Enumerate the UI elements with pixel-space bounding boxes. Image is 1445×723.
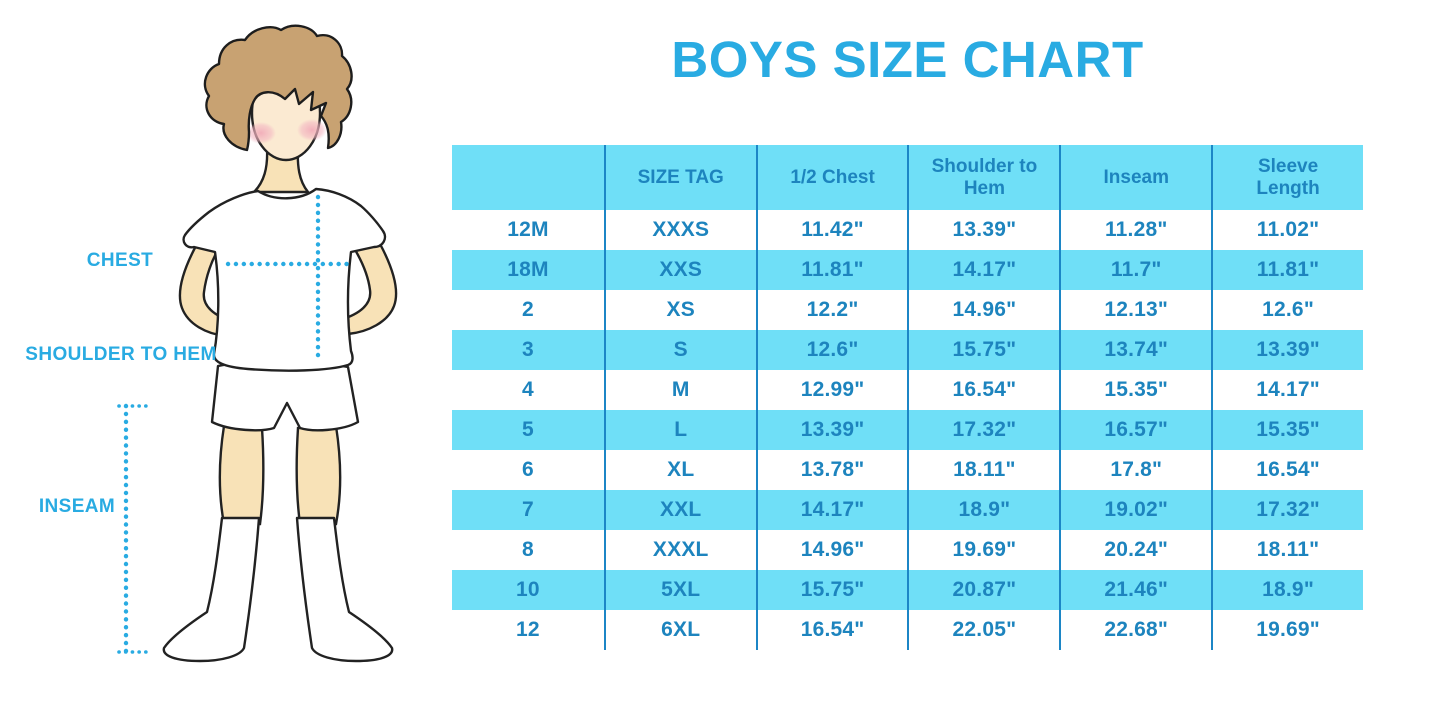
table-cell: 12.99" (755, 370, 908, 410)
table-cell: 19.69" (1211, 610, 1363, 650)
table-cell: 15.35" (1059, 370, 1211, 410)
shoulder-to-hem-label: SHOULDER TO HEM (25, 344, 217, 365)
table-cell: 18.11" (1211, 530, 1363, 570)
table-cell: 12.2" (755, 290, 908, 330)
table-cell: 22.05" (907, 610, 1059, 650)
table-cell: 5XL (603, 570, 756, 610)
table-cell: 20.24" (1059, 530, 1211, 570)
table-cell: XS (603, 290, 756, 330)
table-cell: 6 (521, 457, 534, 481)
column-header-size-tag: SIZE TAG (603, 145, 756, 210)
table-cell: 13.74" (1059, 330, 1212, 370)
table-cell: 14.17" (755, 490, 908, 530)
table-cell: 16.54" (755, 610, 908, 650)
boy-right-sock (295, 516, 394, 663)
table-body: 12M XXXS 11.42" 13.39" 11.28" 11.02" 18M XXS 11.… (452, 210, 1363, 650)
boy-shirt (182, 187, 387, 372)
table-cell: 13.39" (1211, 330, 1363, 370)
boy-shorts (210, 361, 360, 432)
table-cell: 14.96" (907, 290, 1059, 330)
table-cell: 7 (452, 490, 604, 530)
table-cell: 14.17" (1211, 370, 1363, 410)
table-cell: 12.6" (1211, 290, 1363, 330)
table-cell: L (603, 410, 756, 450)
table-cell: 3 (452, 330, 604, 370)
table-cell: 12M (507, 217, 549, 241)
table-cell: 18.9" (1211, 570, 1363, 610)
table-cell: 6XL (603, 610, 756, 650)
table-cell: 17.8" (1059, 450, 1211, 490)
table-cell: XXXS (603, 210, 756, 250)
table-cell: 17.32" (907, 410, 1060, 450)
table-cell: 10 (452, 570, 604, 610)
table-cell: 16.57" (1059, 410, 1212, 450)
table-cell: 15.35" (1211, 410, 1363, 450)
table-cell: 18.11" (907, 450, 1059, 490)
table-cell: 16.54" (1211, 450, 1363, 490)
column-header-size (452, 145, 604, 210)
boy-blush-right (297, 119, 327, 141)
inseam-label: INSEAM (38, 496, 116, 517)
table-cell: 17.32" (1211, 490, 1363, 530)
boy-left-sock (162, 516, 261, 663)
table-cell: 5 (452, 410, 604, 450)
table-cell: S (603, 330, 756, 370)
table-cell: 21.46" (1059, 570, 1212, 610)
table-cell: 11.02" (1211, 210, 1363, 250)
table-cell: 11.42" (755, 210, 908, 250)
table-cell: XL (603, 450, 756, 490)
boy-hair (203, 24, 353, 152)
table-cell: 13.39" (907, 210, 1059, 250)
table-cell: 13.39" (755, 410, 908, 450)
table-cell: 11.81" (1211, 250, 1363, 290)
table-cell: 12 (516, 617, 540, 641)
table-cell: 12.6" (755, 330, 908, 370)
table-cell: 11.7" (1059, 250, 1212, 290)
boy-left-leg (218, 424, 265, 526)
column-header-inseam: Inseam (1059, 145, 1212, 210)
table-cell: M (603, 370, 756, 410)
table-cell: 12.13" (1059, 290, 1211, 330)
table-cell: 16.54" (907, 370, 1059, 410)
table-cell: 2 (521, 297, 534, 321)
table-cell: XXL (603, 490, 756, 530)
table-cell: 15.75" (907, 330, 1060, 370)
table-cell: 19.02" (1059, 490, 1212, 530)
size-chart-table: SIZE TAG 1/2 Chest Shoulder to Hem Insea… (452, 145, 1363, 650)
chest-label: CHEST (86, 250, 154, 271)
table-cell: 11.81" (755, 250, 908, 290)
table-cell: 18M (452, 250, 604, 290)
table-cell: 19.69" (907, 530, 1059, 570)
table-cell: 18.9" (907, 490, 1060, 530)
table-cell: XXS (603, 250, 756, 290)
table-cell: 8 (521, 537, 534, 561)
table-cell: 22.68" (1059, 610, 1211, 650)
column-header-half-chest: 1/2 Chest (755, 145, 908, 210)
table-header-row: SIZE TAG 1/2 Chest Shoulder to Hem Insea… (452, 145, 1363, 210)
table-cell: XXXL (603, 530, 756, 570)
boy-blush-left (246, 122, 276, 144)
table-cell: 4 (521, 377, 534, 401)
table-cell: 20.87" (907, 570, 1060, 610)
table-cell: 13.78" (755, 450, 908, 490)
table-cell: 15.75" (755, 570, 908, 610)
table-cell: 14.96" (755, 530, 908, 570)
table-cell: 11.28" (1059, 210, 1211, 250)
page-title: BOYS SIZE CHART (671, 31, 1144, 88)
column-header-shoulder-to-hem: Shoulder to Hem (907, 145, 1060, 210)
boy-right-leg (295, 424, 342, 526)
column-header-sleeve-length: Sleeve Length (1211, 145, 1363, 210)
boy-illustration (117, 24, 398, 663)
table-cell: 14.17" (907, 250, 1060, 290)
